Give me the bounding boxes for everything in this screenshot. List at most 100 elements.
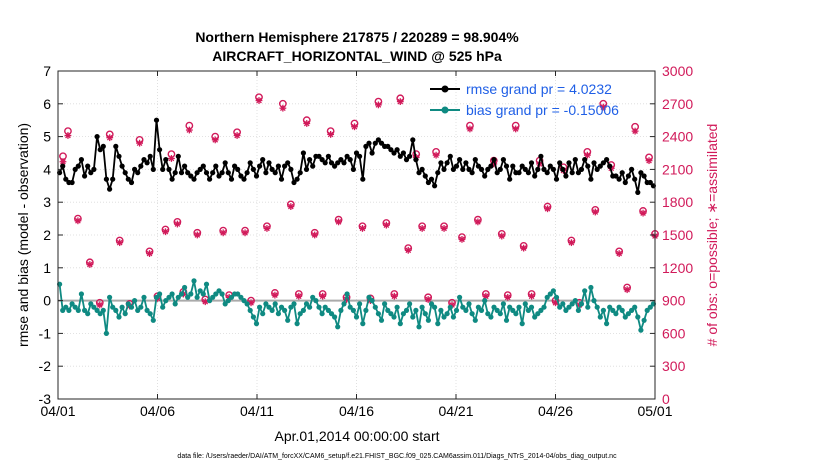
obs-star-stroke (65, 132, 71, 139)
bias-point (400, 311, 406, 317)
bias-point (507, 304, 513, 310)
rmse-point (566, 160, 572, 166)
obs-star-stroke (520, 245, 527, 251)
bias-point (641, 317, 647, 323)
obs-star-stroke (311, 232, 318, 238)
obs-assimilated-point (86, 261, 94, 268)
rmse-point (528, 160, 535, 166)
obs-star-stroke (391, 293, 398, 300)
rmse-point (410, 137, 416, 143)
bias-point (128, 304, 135, 310)
rmse-point (447, 153, 453, 159)
rmse-point (278, 176, 285, 182)
obs-star-stroke (220, 229, 227, 236)
obs-assimilated-point (96, 301, 104, 309)
rmse-point (182, 163, 188, 169)
obs-star-stroke (335, 219, 342, 225)
bias-point (428, 301, 435, 307)
rmse-point (428, 176, 435, 182)
obs-assimilated-point (287, 203, 295, 210)
rmse-point (100, 143, 106, 149)
x-axis-ticks: 04/01 04/06 04/11 04/16 04/21 04/26 05/01 (40, 71, 673, 419)
obs-assimilated-point (219, 229, 227, 237)
rmse-point (157, 147, 163, 153)
rmse-point (544, 170, 550, 176)
rmse-point (432, 183, 438, 189)
bias-point (247, 307, 253, 313)
rmse-point (75, 163, 81, 169)
bias-point (319, 311, 325, 317)
bias-point (282, 307, 288, 313)
rmse-point (472, 157, 478, 163)
bias-point (266, 304, 272, 310)
bias-point (516, 304, 522, 310)
rmse-point (188, 173, 194, 179)
bias-point (532, 314, 538, 320)
rmse-point (444, 160, 450, 166)
obs-assimilated-point (233, 132, 241, 139)
rmse-point (635, 189, 641, 195)
bias-point (307, 304, 313, 310)
obs-assimilated-point (528, 292, 536, 300)
obs-assimilated-point (263, 225, 271, 232)
obs-star-stroke (280, 105, 286, 112)
obs-assimilated-point (645, 157, 653, 165)
bias-point (313, 298, 319, 304)
rmse-point (219, 170, 225, 176)
obs-assimilated-point (271, 291, 279, 299)
rmse-point (241, 176, 247, 182)
obs-star-stroke (146, 250, 153, 257)
bias-point (510, 307, 516, 313)
bias-point (335, 324, 341, 330)
obs-star-stroke (504, 294, 511, 301)
rmse-point (78, 157, 84, 163)
bias-point (250, 314, 256, 320)
bias-point (635, 314, 641, 320)
bias-point (422, 311, 428, 317)
bias-point (191, 278, 197, 284)
x-tick-label: 04/16 (339, 403, 374, 419)
x-tick-label: 04/21 (438, 403, 473, 419)
x-tick-label: 05/01 (637, 403, 672, 419)
bias-point (378, 317, 385, 323)
obs-assimilated-point (458, 235, 466, 243)
right-y-tick-label: 1200 (662, 260, 693, 276)
bias-point (363, 307, 369, 313)
rmse-point (272, 170, 278, 176)
obs-star-stroke (287, 203, 294, 210)
rmse-point (335, 160, 341, 166)
bias-point (416, 324, 422, 330)
bias-point (228, 294, 235, 300)
bias-point (210, 294, 216, 300)
rmse-point (235, 166, 241, 172)
rmse-point (150, 166, 156, 172)
bias-point (194, 294, 200, 300)
rmse-point (88, 170, 94, 176)
obs-star-stroke (202, 298, 209, 305)
right-y-tick-label: 300 (662, 358, 686, 374)
rmse-point (391, 150, 397, 156)
obs-assimilated-point (404, 246, 412, 254)
bias-point (588, 284, 594, 291)
rmse-point (194, 170, 200, 176)
obs-star-stroke (303, 120, 310, 127)
rmse-point (625, 173, 632, 179)
rmse-point (378, 140, 385, 146)
obs-star-stroke (295, 293, 302, 300)
obs-star-stroke (87, 261, 93, 268)
obs-assimilated-point (241, 229, 249, 237)
bias-point (497, 311, 503, 317)
bias-point (503, 317, 510, 323)
rmse-point (525, 170, 532, 176)
rmse-point (478, 166, 485, 172)
rmse-point (641, 173, 647, 179)
rmse-point (588, 176, 594, 182)
obs-star-stroke (234, 132, 240, 139)
bias-point (450, 314, 456, 320)
obs-assimilated-point (162, 228, 169, 236)
rmse-point (338, 157, 344, 163)
obs-assimilated-point (544, 205, 551, 213)
rmse-point (216, 173, 222, 179)
rmse-point (594, 166, 600, 172)
rmse-point (450, 166, 456, 172)
